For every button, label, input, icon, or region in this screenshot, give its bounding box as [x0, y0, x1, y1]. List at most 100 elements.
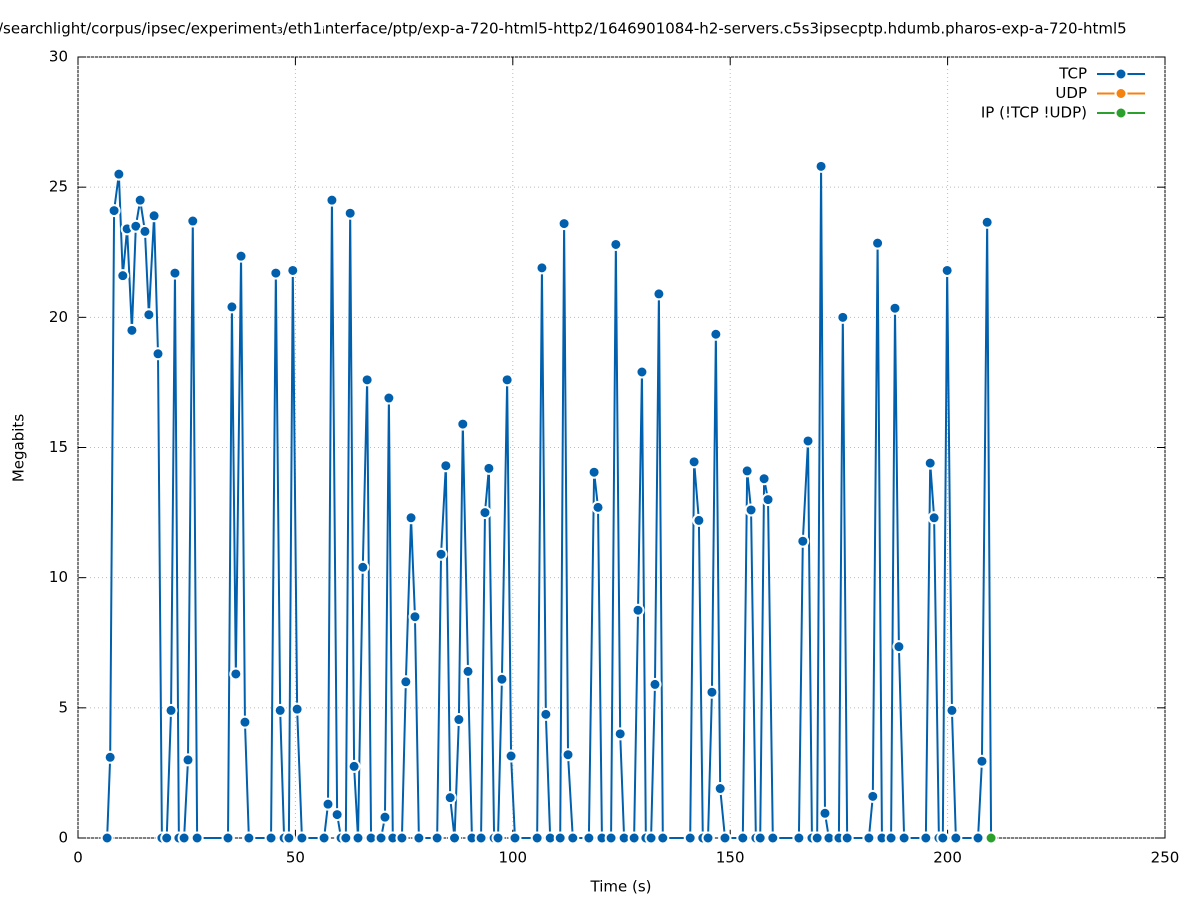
data-point — [116, 269, 130, 283]
x-tick-label: 100 — [498, 849, 527, 867]
data-point — [927, 511, 941, 525]
data-point — [936, 831, 950, 845]
data-point — [980, 215, 994, 229]
data-point — [474, 831, 488, 845]
legend-marker — [1114, 87, 1128, 100]
data-point — [701, 831, 715, 845]
data-point — [508, 831, 522, 845]
data-point — [360, 373, 374, 387]
data-point — [190, 831, 204, 845]
y-axis-label: Megabits — [10, 414, 28, 482]
data-point — [557, 217, 571, 231]
data-point — [351, 831, 365, 845]
data-point — [339, 831, 353, 845]
legend-label: IP (!TCP !UDP) — [981, 104, 1087, 122]
data-point — [343, 206, 357, 220]
data-point — [290, 702, 304, 716]
data-point — [713, 782, 727, 796]
data-point — [740, 464, 754, 478]
x-tick-label: 150 — [716, 849, 745, 867]
x-axis-label: Time (s) — [590, 878, 652, 896]
data-point — [443, 791, 457, 805]
data-point — [635, 365, 649, 379]
data-point — [378, 810, 392, 824]
data-point — [652, 287, 666, 301]
data-point — [561, 748, 575, 762]
data-point — [461, 664, 475, 678]
data-point — [627, 831, 641, 845]
data-point — [923, 456, 937, 470]
data-point — [500, 373, 514, 387]
data-point — [840, 831, 854, 845]
data-point — [103, 750, 117, 764]
data-point — [295, 831, 309, 845]
data-point — [404, 511, 418, 525]
data-point — [888, 301, 902, 315]
legend-label: UDP — [1055, 84, 1087, 102]
data-point — [744, 503, 758, 517]
chart-title: /searchlight/corpus/ipsec/experiment₃/et… — [0, 20, 1127, 38]
data-point — [225, 300, 239, 314]
data-point — [325, 193, 339, 207]
data-point — [181, 753, 195, 767]
data-point — [321, 797, 335, 811]
data-point — [448, 831, 462, 845]
data-point — [164, 703, 178, 717]
data-point — [100, 831, 114, 845]
y-tick-label: 5 — [58, 698, 68, 716]
legend-marker — [1114, 106, 1128, 120]
data-point — [491, 831, 505, 845]
data-point — [395, 831, 409, 845]
data-point — [553, 831, 567, 845]
legend-label: TCP — [1058, 65, 1087, 83]
data-point — [897, 831, 911, 845]
data-point — [582, 831, 596, 845]
data-point — [530, 831, 544, 845]
data-point — [434, 547, 448, 561]
data-point — [495, 672, 509, 686]
data-point — [836, 310, 850, 324]
data-point — [504, 749, 518, 763]
data-point — [753, 831, 767, 845]
data-point — [866, 789, 880, 803]
data-point — [229, 667, 243, 681]
data-point — [796, 534, 810, 548]
data-point — [264, 831, 278, 845]
data-point — [456, 417, 470, 431]
data-point — [810, 831, 824, 845]
data-point — [984, 831, 998, 845]
data-point — [478, 506, 492, 520]
data-point — [761, 493, 775, 507]
data-point — [757, 472, 771, 486]
x-tick-label: 200 — [933, 849, 962, 867]
data-point — [591, 500, 605, 514]
x-tick-label: 250 — [1151, 849, 1180, 867]
data-point — [609, 237, 623, 251]
data-point — [539, 707, 553, 721]
data-point — [238, 715, 252, 729]
data-point — [566, 831, 580, 845]
data-point — [282, 831, 296, 845]
data-point — [801, 434, 815, 448]
data-point — [317, 831, 331, 845]
data-point — [147, 209, 161, 223]
data-point — [975, 754, 989, 768]
data-point — [177, 831, 191, 845]
data-point — [656, 831, 670, 845]
y-tick-label: 20 — [49, 308, 68, 326]
x-tick-label: 50 — [286, 849, 305, 867]
data-point — [683, 831, 697, 845]
data-point — [971, 831, 985, 845]
x-tick-label: 0 — [73, 849, 83, 867]
data-point — [736, 831, 750, 845]
data-point — [766, 831, 780, 845]
y-tick-label: 25 — [49, 178, 68, 196]
data-point — [535, 261, 549, 275]
data-point — [792, 831, 806, 845]
data-point — [374, 831, 388, 845]
data-point — [604, 831, 618, 845]
data-point — [125, 323, 139, 337]
data-point — [884, 831, 898, 845]
y-tick-label: 30 — [49, 48, 68, 66]
data-point — [613, 727, 627, 741]
